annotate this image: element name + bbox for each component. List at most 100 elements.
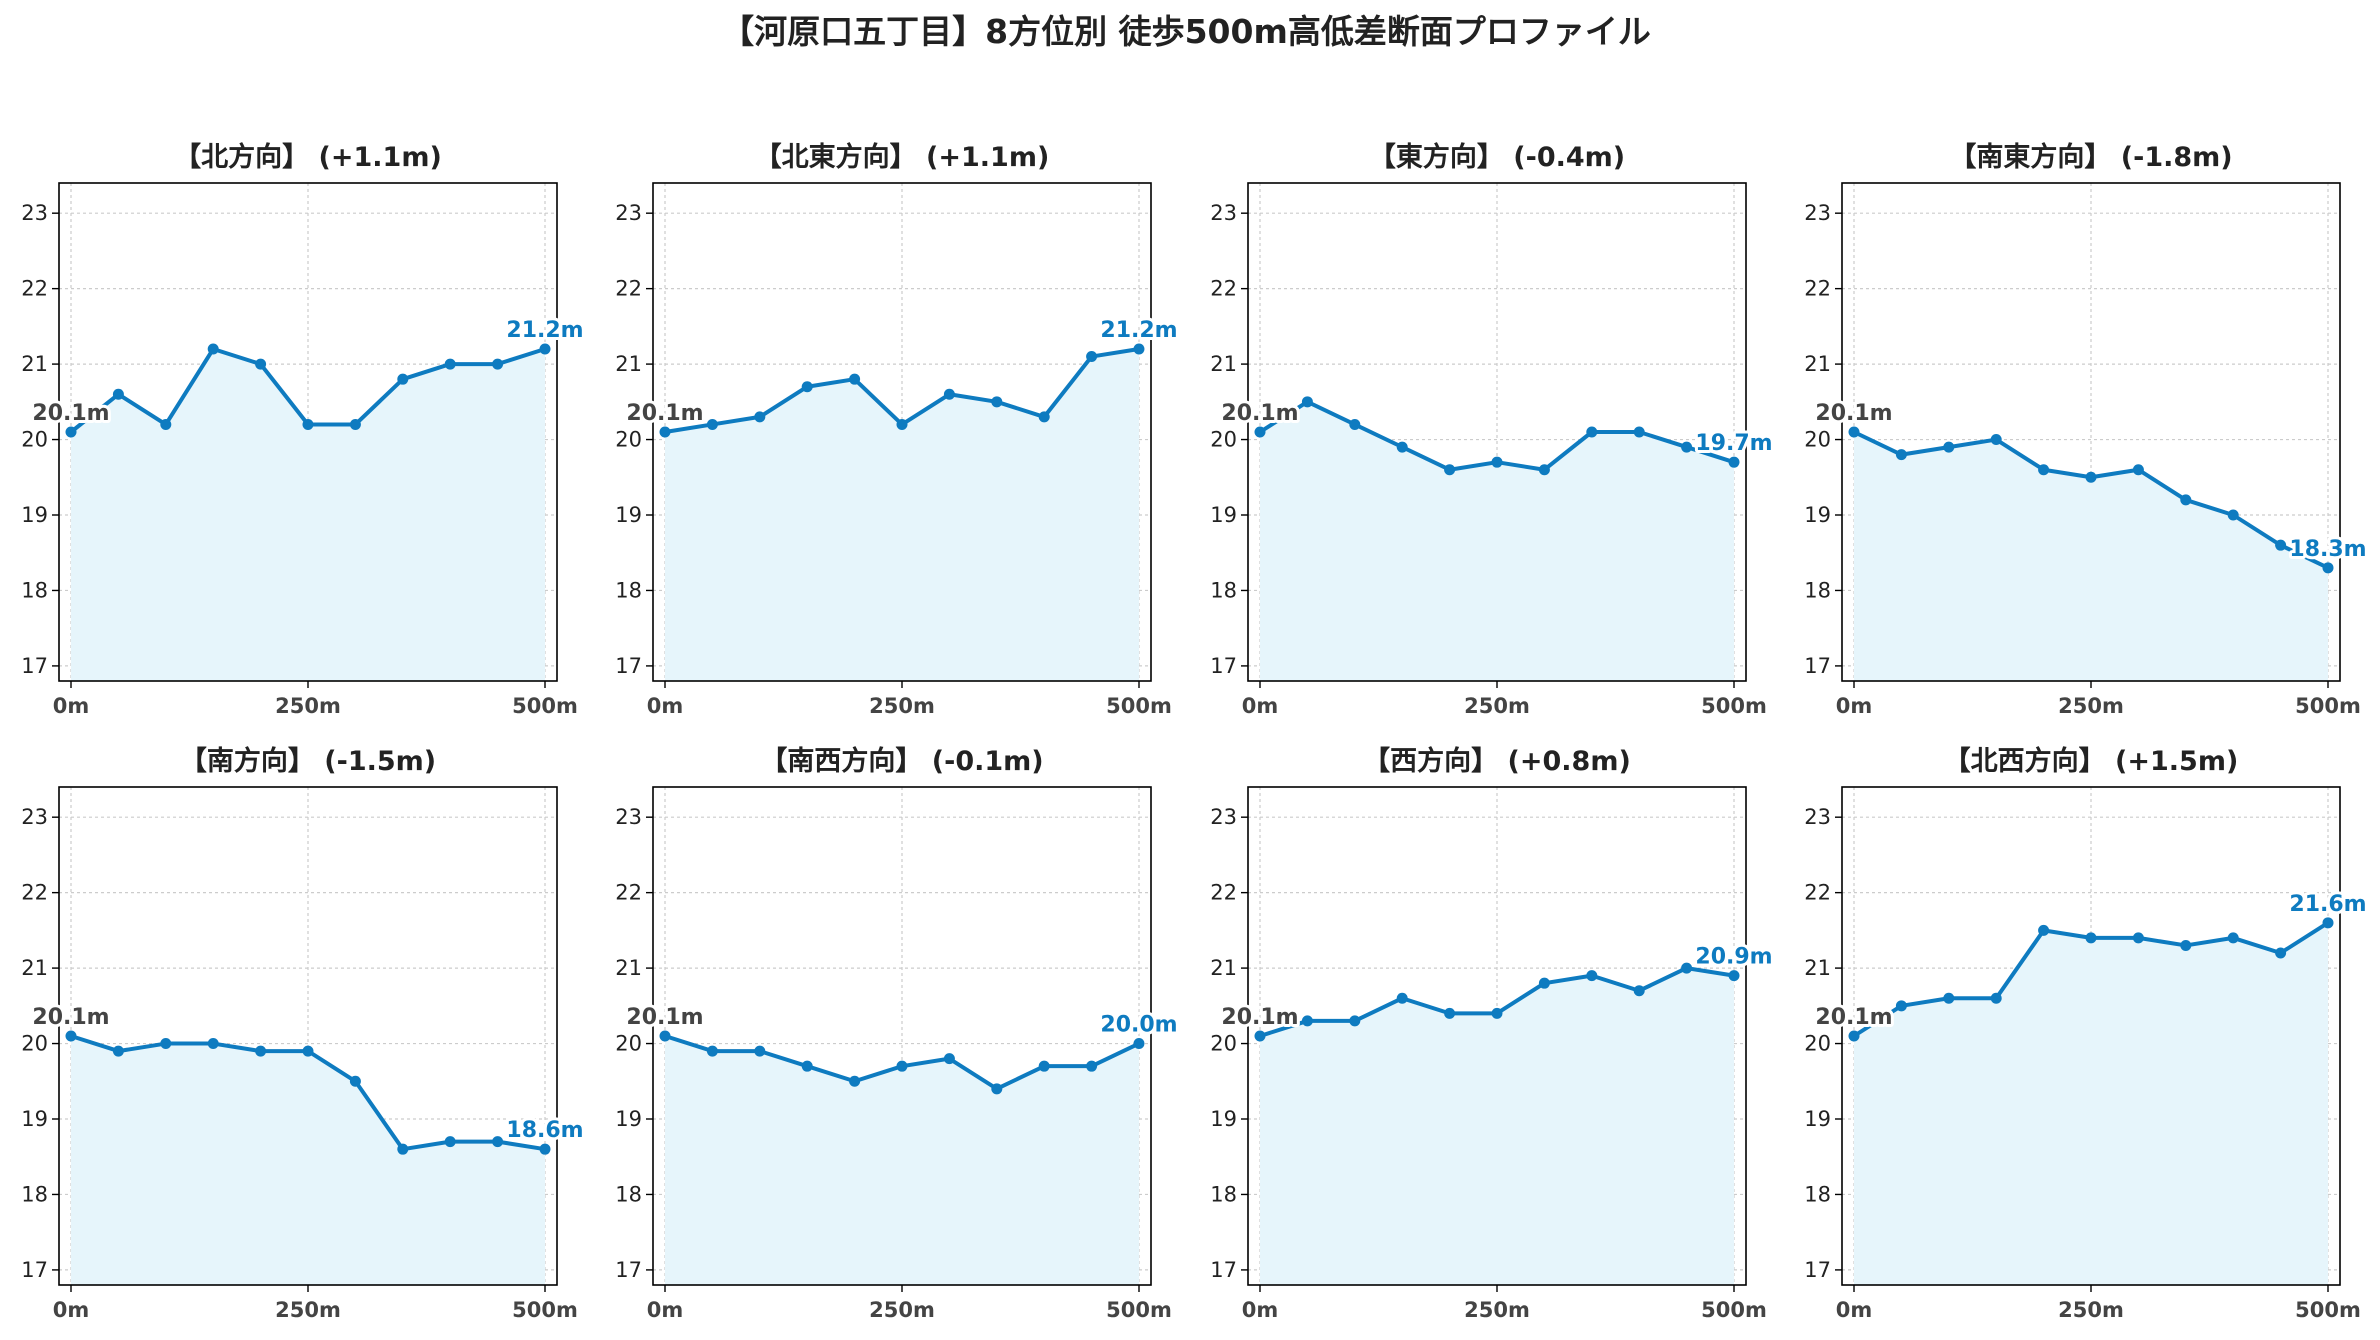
data-point xyxy=(1681,962,1693,974)
y-tick-label: 17 xyxy=(21,1258,48,1282)
y-tick-label: 22 xyxy=(1210,277,1237,301)
y-tick-label: 20 xyxy=(1210,428,1237,452)
profile-panel: 【西方向】 (+0.8m) 17 18 19 20 21 22 23 0m 250m 500m 20.… xyxy=(1210,745,1775,1322)
y-tick-label: 23 xyxy=(1804,805,1831,829)
data-point xyxy=(2085,471,2097,483)
data-point xyxy=(1848,426,1860,438)
data-point xyxy=(492,358,504,370)
data-point xyxy=(1848,1030,1860,1042)
y-tick-label: 22 xyxy=(1804,277,1831,301)
data-point xyxy=(1396,441,1408,453)
x-tick-label: 500m xyxy=(2295,694,2361,718)
profile-panel: 【北方向】 (+1.1m) 17 18 19 20 21 22 23 0m 250m 500m 20.… xyxy=(21,141,586,718)
data-point xyxy=(2038,464,2050,476)
y-tick-label: 23 xyxy=(615,805,642,829)
data-point xyxy=(1895,449,1907,461)
y-tick-label: 22 xyxy=(1804,881,1831,905)
y-tick-label: 17 xyxy=(21,654,48,678)
y-tick-label: 18 xyxy=(615,578,642,602)
elevation-area xyxy=(71,349,545,681)
start-elevation-label: 20.1m xyxy=(1815,401,1892,426)
data-point xyxy=(207,1038,219,1050)
y-tick-label: 20 xyxy=(21,428,48,452)
y-tick-label: 21 xyxy=(1804,352,1831,376)
data-point xyxy=(1943,992,1955,1004)
data-point xyxy=(801,1060,813,1072)
panel-title: 【南方向】 (-1.5m) xyxy=(180,745,436,777)
y-tick-label: 23 xyxy=(1210,805,1237,829)
y-tick-label: 22 xyxy=(21,277,48,301)
y-tick-label: 17 xyxy=(1804,654,1831,678)
data-point xyxy=(2227,509,2239,521)
data-point xyxy=(539,343,551,355)
y-tick-label: 17 xyxy=(615,1258,642,1282)
y-tick-label: 21 xyxy=(1804,956,1831,980)
x-tick-label: 0m xyxy=(647,1298,684,1322)
data-point xyxy=(397,373,409,385)
data-point xyxy=(1728,456,1740,468)
profile-panel: 【東方向】 (-0.4m) 17 18 19 20 21 22 23 0m 250m 500m 20.… xyxy=(1210,141,1775,718)
profile-panel: 【南方向】 (-1.5m) 17 18 19 20 21 22 23 0m 250m 500m 20.… xyxy=(21,745,586,1322)
data-point xyxy=(1396,992,1408,1004)
x-tick-label: 0m xyxy=(1242,694,1279,718)
data-point xyxy=(706,1045,718,1057)
y-tick-label: 20 xyxy=(21,1032,48,1056)
start-elevation-label: 20.1m xyxy=(1221,401,1298,426)
y-tick-label: 18 xyxy=(1804,1182,1831,1206)
elevation-area xyxy=(1260,401,1734,681)
data-point xyxy=(1990,434,2002,446)
data-point xyxy=(1681,441,1693,453)
data-point xyxy=(2322,562,2334,574)
data-point xyxy=(349,418,361,430)
elevation-area xyxy=(1854,432,2328,681)
elevation-area xyxy=(1260,968,1734,1285)
data-point xyxy=(1586,970,1598,982)
data-point xyxy=(444,1136,456,1148)
x-tick-label: 250m xyxy=(869,1298,935,1322)
profile-panel: 【北西方向】 (+1.5m) 17 18 19 20 21 22 23 0m 250m 500m 20… xyxy=(1804,745,2369,1322)
y-tick-label: 21 xyxy=(615,352,642,376)
y-tick-label: 22 xyxy=(615,881,642,905)
x-tick-label: 250m xyxy=(2058,1298,2124,1322)
data-point xyxy=(160,418,172,430)
x-tick-label: 500m xyxy=(1701,694,1767,718)
data-point xyxy=(1301,1015,1313,1027)
x-tick-label: 0m xyxy=(53,1298,90,1322)
figure-title: 【河原口五丁目】8方位別 徒歩500m高低差断面プロファイル xyxy=(721,12,1651,51)
x-tick-label: 500m xyxy=(1106,694,1172,718)
y-tick-label: 17 xyxy=(1804,1258,1831,1282)
y-tick-label: 21 xyxy=(615,956,642,980)
end-elevation-label: 18.6m xyxy=(506,1118,583,1143)
x-tick-label: 500m xyxy=(1701,1298,1767,1322)
data-point xyxy=(1086,1060,1098,1072)
data-point xyxy=(1254,1030,1266,1042)
data-point xyxy=(2180,494,2192,506)
data-point xyxy=(160,1038,172,1050)
x-tick-label: 250m xyxy=(1464,1298,1530,1322)
profile-panel: 【北東方向】 (+1.1m) 17 18 19 20 21 22 23 0m 250m 500m 20… xyxy=(615,141,1180,718)
data-point xyxy=(2180,939,2192,951)
data-point xyxy=(2085,932,2097,944)
end-elevation-label: 20.9m xyxy=(1695,945,1772,970)
data-point xyxy=(1133,1038,1145,1050)
y-tick-label: 23 xyxy=(1804,201,1831,225)
data-point xyxy=(1538,464,1550,476)
y-tick-label: 19 xyxy=(1210,503,1237,527)
data-point xyxy=(302,1045,314,1057)
y-tick-label: 21 xyxy=(21,956,48,980)
panel-title: 【東方向】 (-0.4m) xyxy=(1369,141,1625,173)
y-tick-label: 23 xyxy=(21,805,48,829)
data-point xyxy=(2132,464,2144,476)
panel-title: 【西方向】 (+0.8m) xyxy=(1363,745,1631,777)
y-tick-label: 22 xyxy=(615,277,642,301)
x-tick-label: 0m xyxy=(647,694,684,718)
data-point xyxy=(1586,426,1598,438)
start-elevation-label: 20.1m xyxy=(626,1005,703,1030)
data-point xyxy=(659,426,671,438)
y-tick-label: 17 xyxy=(1210,1258,1237,1282)
y-tick-label: 21 xyxy=(21,352,48,376)
data-point xyxy=(2132,932,2144,944)
panel-title: 【南西方向】 (-0.1m) xyxy=(760,745,1043,777)
y-tick-label: 18 xyxy=(615,1182,642,1206)
data-point xyxy=(65,1030,77,1042)
